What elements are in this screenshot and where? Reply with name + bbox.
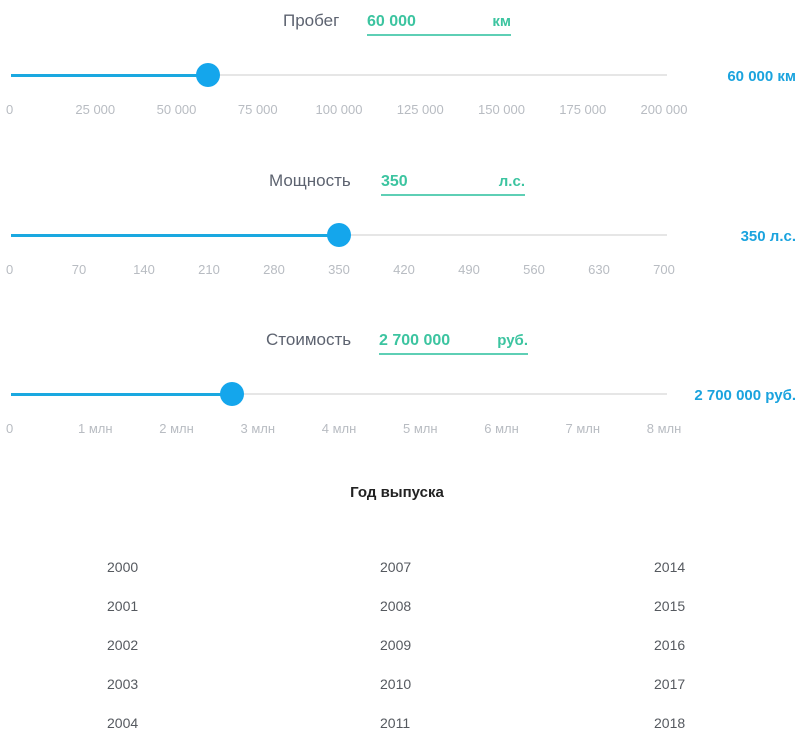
year-option[interactable]: 2000	[107, 559, 139, 575]
mileage-input[interactable]: 60 000 км	[367, 12, 511, 36]
mileage-ticks: 0 25 000 50 000 75 000 100 000 125 000 150 000…	[0, 102, 800, 118]
power-tick-label: 0	[6, 262, 14, 277]
year-option[interactable]: 2009	[380, 637, 412, 653]
power-thumb[interactable]	[327, 223, 351, 247]
power-unit: л.с.	[498, 173, 525, 190]
mileage-slider-block: Пробег 60 000 км 60 000 км 0 25 000 50 000…	[0, 0, 800, 130]
mileage-tick-label: 175 000	[559, 102, 607, 117]
year-option[interactable]: 2018	[654, 715, 686, 731]
power-input[interactable]: 350 л.с.	[381, 172, 525, 196]
year-option[interactable]: 2010	[380, 676, 412, 692]
year-option[interactable]: 2015	[654, 598, 686, 614]
price-tick-label: 8 млн	[646, 421, 682, 436]
year-option[interactable]: 2008	[380, 598, 412, 614]
price-label: Стоимость	[266, 330, 352, 349]
mileage-unit: км	[492, 13, 511, 30]
price-track[interactable]	[11, 382, 667, 406]
year-option[interactable]: 2017	[654, 676, 686, 692]
price-thumb[interactable]	[220, 382, 245, 406]
mileage-tick-label: 100 000	[315, 102, 363, 117]
price-tick-label: 3 млн	[240, 421, 276, 436]
mileage-tick-label: 50 000	[156, 102, 197, 117]
mileage-tick-label: 25 000	[75, 102, 116, 117]
mileage-fill	[11, 73, 208, 77]
year-option[interactable]: 2016	[654, 637, 686, 653]
price-tick-label: 7 млн	[565, 421, 601, 436]
power-tick-label: 700	[653, 262, 675, 277]
year-option[interactable]: 2014	[654, 559, 686, 575]
power-tick-label: 350	[328, 262, 350, 277]
power-ticks: 0 70 140 210 280 350 420 490 560 630 700	[0, 262, 800, 278]
power-readout: 350 л.с.	[740, 228, 796, 245]
power-value: 350	[381, 173, 408, 190]
power-slider-block: Мощность 350 л.с. 350 л.с. 0 70 140 210 280 3…	[0, 160, 800, 290]
power-tick-label: 420	[393, 262, 415, 277]
mileage-track[interactable]	[11, 63, 667, 87]
power-tick-label: 630	[588, 262, 610, 277]
price-tick-label: 5 млн	[402, 421, 438, 436]
price-input[interactable]: 2 700 000 руб.	[379, 331, 528, 355]
mileage-label: Пробег	[283, 11, 340, 30]
power-label: Мощность	[269, 171, 351, 190]
power-tick-label: 490	[458, 262, 480, 277]
price-tick-label: 2 млн	[159, 421, 194, 436]
year-option[interactable]: 2011	[380, 715, 411, 731]
year-option[interactable]: 2007	[380, 559, 412, 575]
price-fill	[11, 392, 233, 396]
year-section-title: Год выпуска	[350, 484, 444, 501]
price-value: 2 700 000	[379, 332, 451, 349]
power-tick-label: 560	[523, 262, 545, 277]
price-tick-label: 4 млн	[321, 421, 357, 436]
price-ticks: 0 1 млн 2 млн 3 млн 4 млн 5 млн 6 млн 7 млн 8 мл…	[0, 421, 800, 437]
price-tick-label: 0	[6, 421, 14, 436]
year-option[interactable]: 2001	[107, 598, 139, 614]
mileage-thumb[interactable]	[195, 63, 220, 87]
mileage-tick-label: 125 000	[396, 102, 444, 117]
mileage-tick-label: 75 000	[237, 102, 278, 117]
year-option[interactable]: 2004	[107, 715, 139, 731]
mileage-tick-label: 0	[6, 102, 14, 117]
price-tick-label: 6 млн	[484, 421, 519, 436]
power-tick-label: 280	[263, 262, 285, 277]
mileage-tick-label: 150 000	[478, 102, 525, 117]
power-tick-label: 70	[71, 262, 87, 277]
power-fill	[11, 233, 339, 237]
mileage-tick-label: 200 000	[640, 102, 688, 117]
power-tick-label: 140	[133, 262, 155, 277]
power-track[interactable]	[11, 223, 667, 247]
mileage-value: 60 000	[367, 13, 416, 30]
price-readout: 2 700 000 руб.	[694, 387, 796, 404]
year-option[interactable]: 2003	[107, 676, 139, 692]
year-option[interactable]: 2002	[107, 637, 139, 653]
price-slider-block: Стоимость 2 700 000 руб. 2 700 000 руб. …	[0, 319, 800, 449]
mileage-readout: 60 000 км	[727, 68, 796, 85]
price-tick-label: 1 млн	[77, 421, 113, 436]
power-tick-label: 210	[198, 262, 220, 277]
price-unit: руб.	[497, 332, 528, 349]
